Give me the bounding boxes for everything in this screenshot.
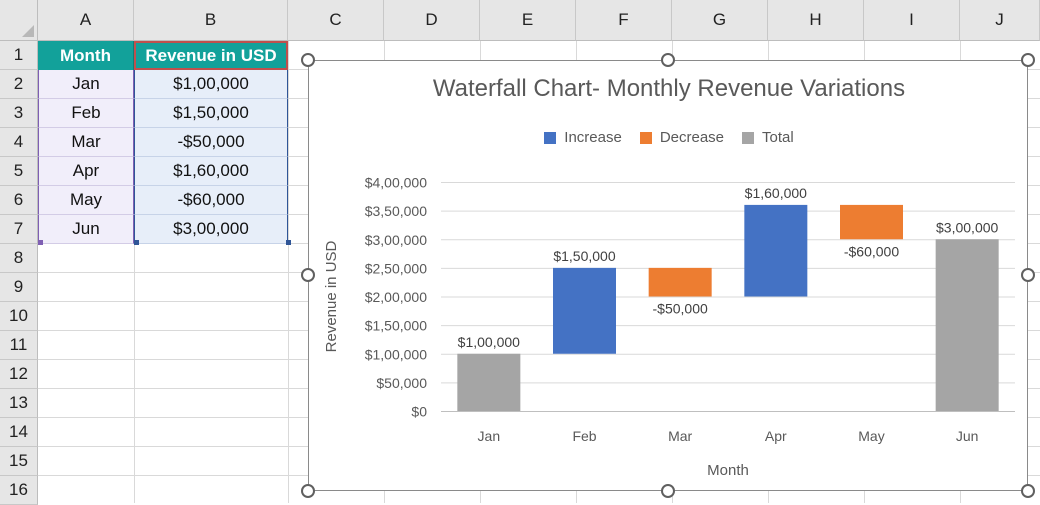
column-header-c[interactable]: C	[288, 0, 384, 41]
resize-handle-top-right[interactable]	[1021, 53, 1035, 67]
x-tick-label: Jun	[956, 428, 979, 444]
bar-increase[interactable]	[553, 267, 616, 354]
column-header-e[interactable]: E	[480, 0, 576, 41]
row-header-16[interactable]: 16	[0, 476, 38, 505]
y-tick-label: $1,50,000	[365, 318, 427, 334]
month-cell[interactable]: Feb	[38, 99, 134, 128]
resize-handle-bottom-right[interactable]	[1021, 484, 1035, 498]
waterfall-chart[interactable]: Waterfall Chart- Monthly Revenue Variati…	[308, 60, 1028, 491]
header-cell-month[interactable]: Month	[38, 41, 134, 70]
bar-total[interactable]	[457, 353, 521, 411]
column-header-f[interactable]: F	[576, 0, 672, 41]
legend-swatch-total	[742, 131, 755, 144]
bar-total[interactable]	[935, 239, 999, 411]
header-cell-revenue[interactable]: Revenue in USD	[134, 41, 288, 70]
revenue-cell[interactable]: $1,50,000	[134, 99, 288, 128]
revenue-cell[interactable]: $3,00,000	[134, 215, 288, 244]
resize-handle-bottom-middle[interactable]	[661, 484, 675, 498]
y-axis-title[interactable]: Revenue in USD	[323, 240, 340, 352]
column-header-h[interactable]: H	[768, 0, 864, 41]
bar-increase[interactable]	[744, 204, 808, 297]
column-header-b[interactable]: B	[134, 0, 288, 41]
column-header-i[interactable]: I	[864, 0, 960, 41]
data-label[interactable]: $1,00,000	[458, 334, 520, 350]
plot-area[interactable]: $0 $50,000 $1,00,000 $1,50,000 $2,00,000 $2,5…	[309, 61, 1027, 490]
legend-item-decrease[interactable]: Decrease	[639, 129, 725, 146]
data-label[interactable]: $1,50,000	[553, 248, 615, 264]
row-header-9[interactable]: 9	[0, 273, 38, 302]
y-tick-label: $4,00,000	[365, 175, 427, 191]
column-header-g[interactable]: G	[672, 0, 768, 41]
column-header-a[interactable]: A	[38, 0, 134, 41]
y-tick-label: $3,50,000	[365, 203, 427, 219]
legend-swatch-decrease	[639, 131, 652, 144]
legend-item-increase[interactable]: Increase	[544, 129, 622, 146]
x-axis-title[interactable]: Month	[707, 462, 749, 479]
y-tick-label: $1,00,000	[365, 346, 427, 362]
row-header-11[interactable]: 11	[0, 331, 38, 360]
revenue-cell[interactable]: $1,60,000	[134, 157, 288, 186]
x-tick-label: May	[858, 428, 884, 444]
row-header-15[interactable]: 15	[0, 447, 38, 476]
row-header-14[interactable]: 14	[0, 418, 38, 447]
column-header-j[interactable]: J	[960, 0, 1040, 41]
resize-handle-top-middle[interactable]	[661, 53, 675, 67]
resize-handle-middle-left[interactable]	[301, 268, 315, 282]
row-header-6[interactable]: 6	[0, 186, 38, 215]
y-tick-label: $3,00,000	[365, 232, 427, 248]
row-header-12[interactable]: 12	[0, 360, 38, 389]
select-all-corner[interactable]	[0, 0, 38, 41]
x-tick-label: Feb	[572, 428, 596, 444]
row-header-7[interactable]: 7	[0, 215, 38, 244]
row-header-1[interactable]: 1	[0, 41, 38, 70]
revenue-cell[interactable]: $1,00,000	[134, 70, 288, 99]
y-tick-label: $2,50,000	[365, 260, 427, 276]
legend-swatch-increase	[544, 131, 557, 144]
row-header-13[interactable]: 13	[0, 389, 38, 418]
legend-label-decrease: Decrease	[659, 129, 725, 146]
range-corner-handle[interactable]	[286, 240, 291, 245]
y-tick-label: $0	[411, 404, 427, 420]
data-label[interactable]: $3,00,000	[936, 219, 998, 235]
row-header-8[interactable]: 8	[0, 244, 38, 273]
row-header-4[interactable]: 4	[0, 128, 38, 157]
resize-handle-middle-right[interactable]	[1021, 268, 1035, 282]
legend-item-total[interactable]: Total	[742, 129, 794, 146]
data-label[interactable]: $1,60,000	[745, 185, 807, 201]
revenue-cell[interactable]: -$60,000	[134, 186, 288, 215]
y-tick-label: $50,000	[376, 375, 427, 391]
row-header-5[interactable]: 5	[0, 157, 38, 186]
select-all-triangle-icon	[22, 25, 34, 37]
row-header-10[interactable]: 10	[0, 302, 38, 331]
x-tick-label: Apr	[765, 428, 787, 444]
resize-handle-top-left[interactable]	[301, 53, 315, 67]
chart-title[interactable]: Waterfall Chart- Monthly Revenue Variati…	[432, 75, 906, 102]
bar-decrease[interactable]	[840, 204, 903, 240]
x-tick-label: Mar	[668, 428, 692, 444]
legend-label-increase: Increase	[564, 129, 622, 146]
x-tick-label: Jan	[478, 428, 501, 444]
month-cell[interactable]: Mar	[38, 128, 134, 157]
month-cell[interactable]: Jun	[38, 215, 134, 244]
month-cell[interactable]: Apr	[38, 157, 134, 186]
chart-legend[interactable]: Increase Decrease Total	[309, 129, 1029, 146]
range-corner-handle[interactable]	[38, 240, 43, 245]
bar-decrease[interactable]	[648, 267, 712, 297]
row-header-2[interactable]: 2	[0, 70, 38, 99]
month-cell[interactable]: May	[38, 186, 134, 215]
column-header-d[interactable]: D	[384, 0, 480, 41]
range-corner-handle[interactable]	[134, 240, 139, 245]
month-cell[interactable]: Jan	[38, 70, 134, 99]
resize-handle-bottom-left[interactable]	[301, 484, 315, 498]
y-tick-label: $2,00,000	[365, 289, 427, 305]
data-label[interactable]: -$60,000	[844, 243, 899, 259]
legend-label-total: Total	[762, 129, 794, 146]
row-header-3[interactable]: 3	[0, 99, 38, 128]
revenue-cell[interactable]: -$50,000	[134, 128, 288, 157]
data-label[interactable]: -$50,000	[653, 301, 708, 317]
